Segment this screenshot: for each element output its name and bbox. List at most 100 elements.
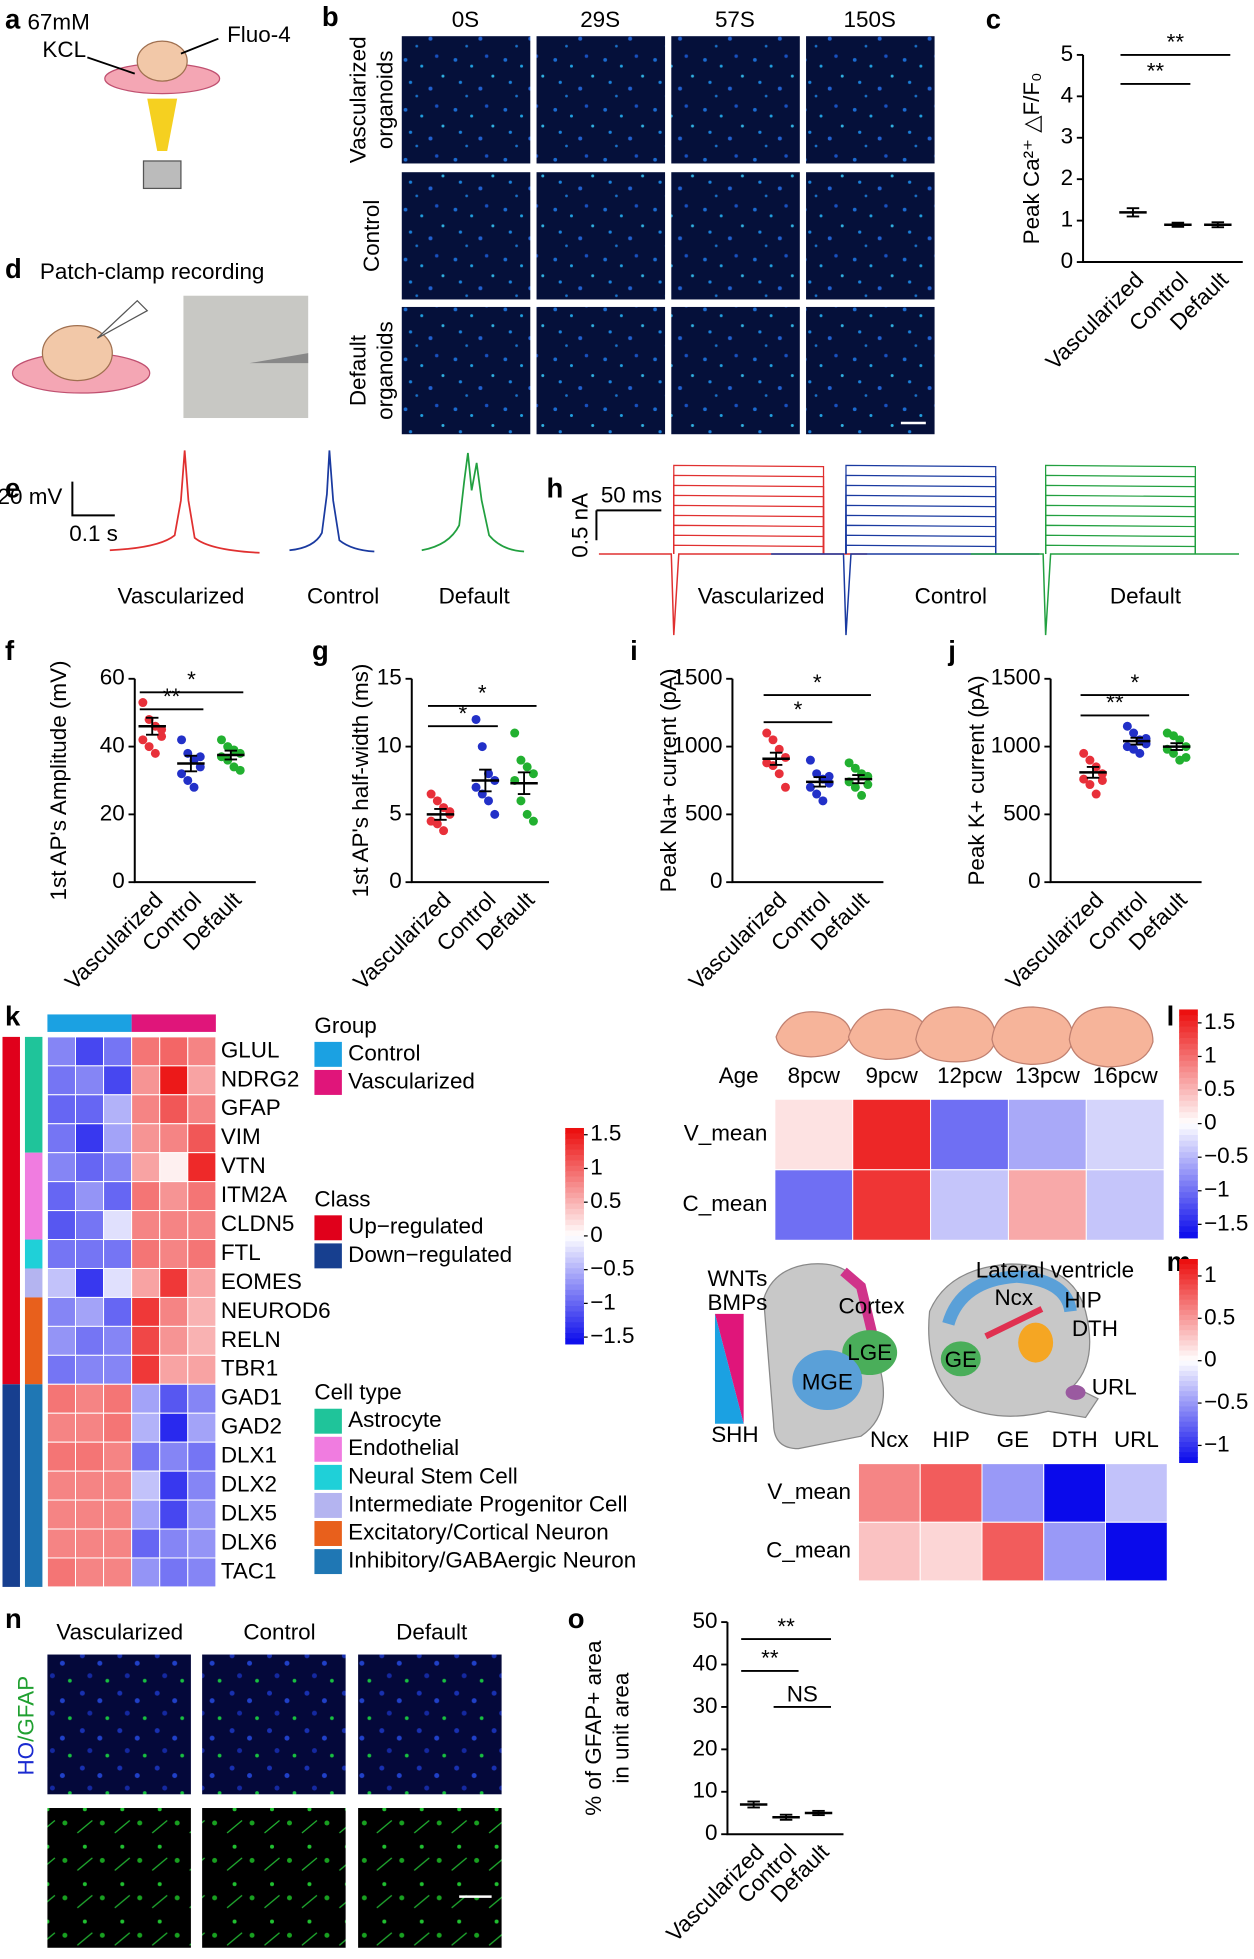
column-label: Vascularized: [56, 1619, 183, 1644]
heat-cell: [46, 1354, 76, 1385]
colorbar-step: [1179, 1370, 1198, 1377]
micrograph: [671, 306, 800, 435]
heat-cell: [187, 1412, 217, 1443]
heat-cell: [857, 1463, 921, 1523]
heat-cell: [1105, 1463, 1168, 1523]
legend-label: Down−regulated: [348, 1242, 512, 1267]
heat-cell: [852, 1098, 932, 1171]
y-axis-label: Peak Ca²⁺ △F/F₀: [1019, 73, 1044, 245]
panel-label: i: [630, 635, 638, 666]
heat-cell: [159, 1557, 189, 1588]
colorbar-step: [1179, 1037, 1198, 1045]
colorbar-step: [1179, 1157, 1198, 1165]
y-tick-label: 0: [710, 868, 722, 893]
colorbar-label: 1: [1204, 1262, 1216, 1287]
celltype-bar: [24, 1297, 43, 1385]
legend-label: Control: [348, 1040, 420, 1065]
trace: [598, 553, 868, 636]
heat-cell: [187, 1470, 217, 1501]
heat-cell: [131, 1267, 161, 1298]
colorbar-label: 1: [1204, 1042, 1216, 1067]
legend-swatch: [314, 1215, 342, 1241]
time-label: 0S: [452, 7, 479, 32]
row-label: RELN: [221, 1327, 281, 1352]
colorbar-step: [565, 1333, 584, 1340]
heat-cell: [131, 1557, 161, 1588]
objective: [142, 160, 182, 190]
data-point: [150, 748, 160, 758]
micrograph: [358, 1654, 502, 1795]
column-label: Ncx: [870, 1427, 909, 1452]
colorbar-step: [565, 1203, 584, 1210]
heat-cell: [131, 1065, 161, 1096]
row-label: DLX1: [221, 1443, 277, 1468]
heat-cell: [131, 1470, 161, 1501]
trace: [673, 544, 825, 555]
row-label: VIM: [221, 1124, 261, 1149]
colorbar-step: [565, 1279, 584, 1286]
column-label: GE: [997, 1427, 1029, 1452]
label: BMPs: [707, 1290, 767, 1315]
row-label: GLUL: [221, 1037, 280, 1062]
colorbar-label: 0: [1204, 1110, 1216, 1135]
data-point: [1135, 748, 1145, 758]
heat-cell: [131, 1499, 161, 1530]
url: [1065, 1385, 1086, 1400]
colorbar-step: [1179, 1214, 1198, 1222]
ncx: [942, 1270, 1077, 1326]
heat-cell: [46, 1152, 76, 1183]
colorbar-step: [1179, 1340, 1198, 1347]
heat-cell: [187, 1239, 217, 1269]
colorbar-step: [1179, 1360, 1198, 1367]
colorbar-step: [565, 1225, 584, 1232]
gradient: [714, 1313, 744, 1424]
heat-cell: [46, 1094, 76, 1125]
colorbar-step: [1179, 1335, 1198, 1341]
trace-label: Default: [1110, 584, 1182, 609]
column-title: Age: [719, 1063, 759, 1088]
row-label: C_mean: [766, 1538, 851, 1563]
heat-cell: [103, 1412, 133, 1443]
colorbar-label: −1: [1204, 1177, 1230, 1202]
colorbar-step: [1179, 1406, 1198, 1413]
y-axis-label: 1st AP's half-width (ms): [348, 664, 373, 898]
y-tick-label: 0: [112, 868, 124, 893]
dth: [1018, 1322, 1054, 1363]
row-label: organoids: [373, 51, 398, 150]
colorbar-label: 0.5: [1204, 1076, 1235, 1101]
data-point: [235, 765, 245, 775]
heat-cell: [103, 1239, 133, 1269]
heat-cell: [46, 1267, 76, 1298]
label: Ncx: [994, 1285, 1033, 1310]
legend-swatch: [314, 1549, 342, 1575]
colorbar-step: [1179, 1396, 1198, 1402]
row-label: organoids: [373, 321, 398, 420]
heat-cell: [74, 1441, 105, 1472]
colorbar-step: [1179, 1015, 1198, 1022]
heat-cell: [103, 1354, 133, 1385]
label: MGE: [802, 1370, 853, 1395]
heat-cell: [103, 1181, 133, 1212]
colorbar-step: [565, 1133, 584, 1140]
data-point: [850, 763, 860, 773]
colorbar-step: [565, 1154, 584, 1161]
heat-cell: [1043, 1521, 1107, 1582]
heat-cell: [981, 1463, 1045, 1523]
column-label: DTH: [1052, 1427, 1098, 1452]
data-point: [432, 796, 442, 806]
heat-cell: [187, 1354, 217, 1385]
heat-cell: [131, 1354, 161, 1385]
celltype-bar: [24, 1384, 43, 1587]
colorbar-step: [1179, 1284, 1198, 1291]
y-tick-label: 3: [1061, 124, 1073, 149]
data-point: [471, 714, 481, 724]
colorbar-step: [565, 1338, 584, 1345]
colorbar-step: [1179, 1049, 1198, 1056]
colorbar-step: [1179, 1365, 1198, 1372]
stain: /GFAP: [13, 1676, 38, 1742]
data-point: [805, 782, 815, 792]
legend-swatch: [314, 1521, 342, 1546]
y-tick-label: 2: [1061, 165, 1073, 190]
panel-n: n Vascularized Control Default HO/GFAP: [5, 1603, 502, 1948]
heat-cell: [919, 1463, 983, 1523]
